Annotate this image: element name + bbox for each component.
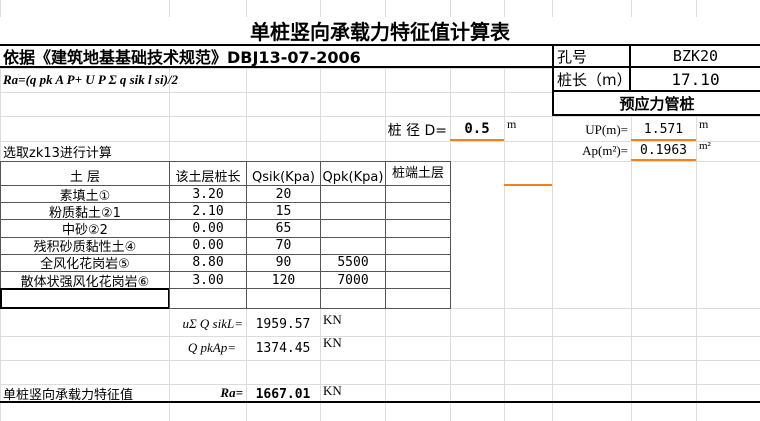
hole-value[interactable]: BZK20 [631, 46, 760, 68]
gridline [0, 360, 760, 361]
table-cell: 20 [246, 185, 321, 204]
length-label: 桩长（m） [554, 68, 632, 92]
diameter-unit: m [507, 116, 517, 131]
table-cell-empty [320, 288, 386, 309]
table-cell: 素填土① [0, 185, 170, 204]
side-value: 1959.57 [255, 316, 311, 332]
diameter-label: 桩 径 D= [387, 123, 447, 139]
gridline [0, 336, 760, 337]
table-cell-empty [246, 288, 321, 309]
basis-text: 依据《建筑地基基础技术规范》DBJ13-07-2006 [0, 44, 552, 68]
tip-value: 1374.45 [255, 340, 311, 356]
table-cell [320, 185, 386, 204]
ap-label: Ap(m²)= [582, 143, 628, 158]
tip-label: Q pkAp= [187, 340, 236, 355]
table-cell [385, 271, 451, 290]
pile-type: 预应力管桩 [619, 94, 695, 113]
table-cell: 5500 [320, 253, 386, 272]
hole-label: 孔号 [554, 46, 631, 68]
table-cell: 0.00 [169, 236, 247, 255]
up-value[interactable]: 1.571 [631, 119, 696, 141]
table-cell: 中砂②2 [0, 219, 170, 238]
side-unit: KN [323, 312, 342, 327]
table-cell-empty [169, 288, 247, 309]
table-cell: 3.20 [169, 185, 247, 204]
table-cell: 90 [246, 253, 321, 272]
gridline [552, 0, 553, 421]
gridline [0, 384, 760, 385]
gridline [696, 0, 697, 421]
formula-text: Ra=(q pk A P+ U P Σ q sik l si)/2 [3, 72, 179, 87]
table-cell: 粉质黏土②1 [0, 202, 170, 221]
table-cell [385, 185, 451, 204]
table-cell: 70 [246, 236, 321, 255]
table-cell-empty [385, 288, 451, 309]
sheet-title: 单桩竖向承载力特征值计算表 [0, 17, 760, 44]
ra-unit: KN [323, 383, 342, 398]
orange-underline [504, 184, 552, 186]
table-cell: 15 [246, 202, 321, 221]
table-cell [320, 202, 386, 221]
table-header: Qsik(Kpa) [246, 161, 321, 186]
table-cell [320, 236, 386, 255]
table-cell: 散体状强风化花岗岩⑥ [0, 271, 170, 290]
table-cell: 0.00 [169, 219, 247, 238]
tip-unit: KN [323, 335, 342, 350]
table-cell [385, 236, 451, 255]
gridline [631, 0, 632, 421]
gridline [0, 68, 760, 69]
table-cell: 全风化花岗岩⑤ [0, 253, 170, 272]
table-header: 土 层 [0, 161, 170, 186]
length-value[interactable]: 17.10 [631, 68, 760, 92]
ap-unit: m² [699, 140, 711, 152]
table-cell: 65 [246, 219, 321, 238]
table-cell [385, 219, 451, 238]
ra-underline [0, 401, 760, 403]
gridline [0, 141, 760, 142]
table-cell-empty [0, 288, 170, 309]
select-note: 选取zk13进行计算 [3, 145, 112, 161]
ra-label: Ra= [220, 385, 243, 400]
table-header: Qpk(Kpa) [320, 161, 386, 186]
ra-title: 单桩竖向承载力特征值 [3, 387, 134, 403]
ra-value: 1667.01 [255, 386, 311, 402]
table-header: 该土层桩长 [169, 161, 247, 186]
table-cell [385, 202, 451, 221]
table-cell [385, 253, 451, 272]
table-cell: 3.00 [169, 271, 247, 290]
gridline [504, 0, 505, 421]
table-cell: 8.80 [169, 253, 247, 272]
table-cell: 2.10 [169, 202, 247, 221]
gridline [0, 116, 760, 117]
ap-value[interactable]: 0.1963 [631, 141, 696, 161]
gridline [0, 92, 760, 93]
table-cell [320, 219, 386, 238]
side-label: uΣ Q sikL= [182, 316, 243, 331]
table-cell: 7000 [320, 271, 386, 290]
table-header: 桩端土层 [385, 161, 451, 186]
diameter-input[interactable]: 0.5 [450, 119, 504, 141]
table-cell: 120 [246, 271, 321, 290]
table-cell: 残积砂质黏性土④ [0, 236, 170, 255]
up-label: UP(m)= [585, 122, 628, 137]
up-unit: m [699, 116, 709, 131]
